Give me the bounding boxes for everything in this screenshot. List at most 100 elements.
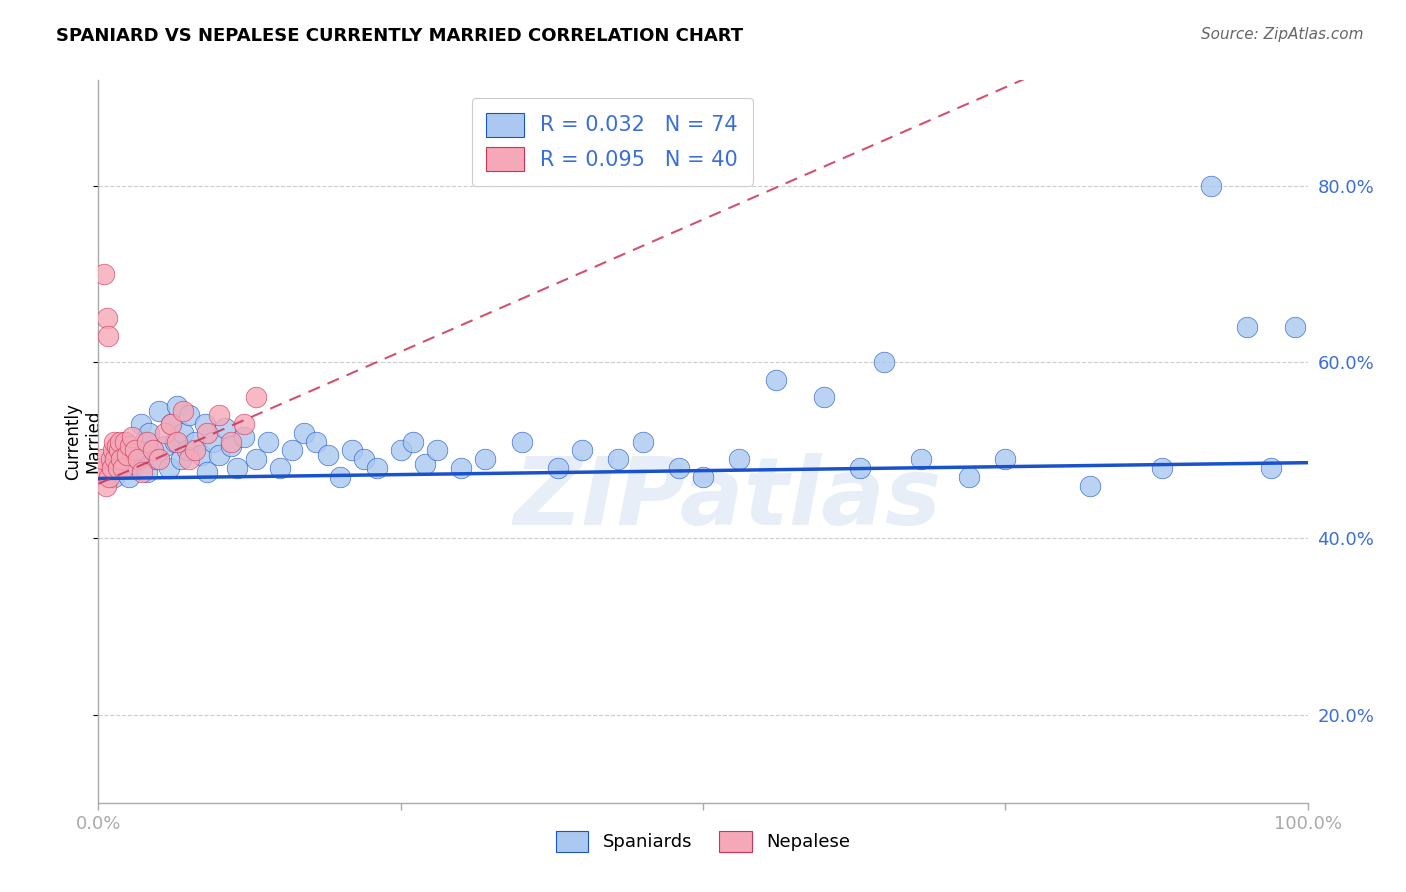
Point <box>117 448 139 462</box>
Point <box>118 439 141 453</box>
Point <box>90 466 112 480</box>
Point <box>97 328 120 343</box>
Point <box>108 443 131 458</box>
Point <box>124 457 146 471</box>
Point <box>305 434 328 449</box>
Point <box>232 430 254 444</box>
Point <box>111 461 134 475</box>
Point <box>426 443 449 458</box>
Point <box>138 425 160 440</box>
Point <box>160 417 183 431</box>
Point <box>292 425 315 440</box>
Point <box>172 425 194 440</box>
Point <box>169 452 191 467</box>
Point <box>765 373 787 387</box>
Point <box>114 434 136 449</box>
Point <box>166 399 188 413</box>
Point <box>142 443 165 458</box>
Point <box>179 408 201 422</box>
Point <box>108 434 131 449</box>
Point <box>142 443 165 458</box>
Point <box>91 461 114 475</box>
Point <box>101 443 124 458</box>
Point <box>256 434 278 449</box>
Point <box>353 452 375 467</box>
Point <box>232 417 254 431</box>
Point <box>692 470 714 484</box>
Point <box>329 470 352 484</box>
Point <box>124 443 146 458</box>
Point <box>148 452 170 467</box>
Point <box>389 443 412 458</box>
Point <box>607 452 630 467</box>
Text: ZIPatlas: ZIPatlas <box>513 453 941 545</box>
Point <box>135 466 157 480</box>
Point <box>190 448 212 462</box>
Point <box>195 425 218 440</box>
Point <box>450 461 472 475</box>
Point <box>195 466 218 480</box>
Point <box>114 434 136 449</box>
Point <box>994 452 1017 467</box>
Point <box>107 461 129 475</box>
Point <box>873 355 896 369</box>
Point <box>131 466 153 480</box>
Point <box>98 470 121 484</box>
Point <box>316 448 339 462</box>
Point <box>510 434 533 449</box>
Point <box>631 434 654 449</box>
Point <box>105 439 128 453</box>
Point <box>111 443 134 458</box>
Point <box>108 461 131 475</box>
Point <box>269 461 291 475</box>
Point <box>1260 461 1282 475</box>
Point <box>163 434 186 449</box>
Point <box>103 434 125 449</box>
Point <box>208 408 231 422</box>
Point <box>728 452 751 467</box>
Point <box>153 425 176 440</box>
Point <box>668 461 690 475</box>
Point <box>148 403 170 417</box>
Point <box>202 434 225 449</box>
Point <box>135 434 157 449</box>
Point <box>413 457 436 471</box>
Point <box>226 461 249 475</box>
Point <box>342 443 364 458</box>
Point <box>100 452 122 467</box>
Point <box>104 452 127 467</box>
Point <box>208 448 231 462</box>
Point <box>1284 320 1306 334</box>
Point <box>134 434 156 449</box>
Point <box>103 470 125 484</box>
Point <box>96 311 118 326</box>
Point <box>245 452 267 467</box>
Point <box>957 470 980 484</box>
Point <box>245 391 267 405</box>
Point <box>160 417 183 431</box>
Text: SPANIARD VS NEPALESE CURRENTLY MARRIED CORRELATION CHART: SPANIARD VS NEPALESE CURRENTLY MARRIED C… <box>56 27 744 45</box>
Point <box>100 466 122 480</box>
Point <box>118 470 141 484</box>
Point <box>166 434 188 449</box>
Point <box>176 443 198 458</box>
Point <box>366 461 388 475</box>
Point <box>127 452 149 467</box>
Point <box>121 430 143 444</box>
Y-axis label: Currently
Married: Currently Married <box>63 403 103 480</box>
Point <box>127 443 149 458</box>
Point <box>402 434 425 449</box>
Point <box>105 452 128 467</box>
Point <box>1078 478 1101 492</box>
Point <box>214 421 236 435</box>
Point <box>221 434 243 449</box>
Point <box>145 452 167 467</box>
Point <box>1199 179 1222 194</box>
Point <box>910 452 932 467</box>
Point <box>474 452 496 467</box>
Point <box>100 461 122 475</box>
Point <box>184 434 207 449</box>
Point <box>221 439 243 453</box>
Point <box>179 452 201 467</box>
Point <box>547 461 569 475</box>
